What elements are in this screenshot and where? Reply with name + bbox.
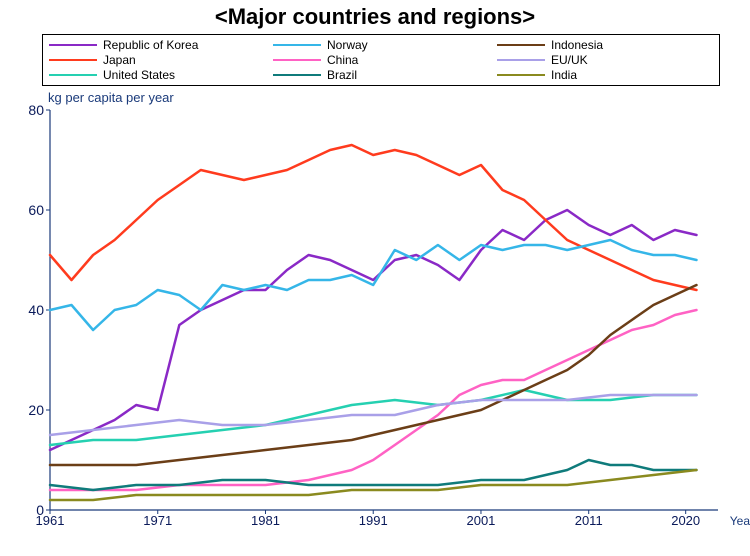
x-tick-label: 1971 [143,510,172,528]
y-tick-label: 60 [28,202,50,218]
y-tick-label: 20 [28,402,50,418]
chart-title: <Major countries and regions> [0,0,750,32]
legend-swatch [273,74,321,76]
x-tick-label: 2011 [575,510,603,528]
y-axis-label: kg per capita per year [48,90,174,105]
legend-label: Brazil [327,68,357,82]
chart-container: <Major countries and regions> Republic o… [0,0,750,556]
legend-label: United States [103,68,175,82]
x-axis-label: Year [730,514,750,528]
legend-label: Norway [327,38,368,52]
legend-swatch [497,74,545,76]
legend-label: Indonesia [551,38,603,52]
x-tick-label: 1961 [36,510,65,528]
legend-swatch [49,74,97,76]
legend-item: China [273,52,489,67]
legend-label: India [551,68,577,82]
plot-area: kg per capita per year Year 020406080196… [50,110,718,510]
legend-swatch [49,44,97,46]
legend-label: Japan [103,53,136,67]
legend-label: Republic of Korea [103,38,198,52]
series-line [50,145,697,290]
chart-svg [50,110,718,510]
series-line [50,240,697,330]
legend-item: Republic of Korea [49,37,265,52]
x-tick-label: 2001 [466,510,495,528]
x-tick-label: 1991 [359,510,388,528]
legend-label: China [327,53,358,67]
legend-item: Brazil [273,68,489,83]
legend-item: Norway [273,37,489,52]
series-line [50,390,697,445]
legend-swatch [49,59,97,61]
y-tick-label: 40 [28,302,50,318]
legend-swatch [273,59,321,61]
legend-swatch [497,44,545,46]
legend-item: Japan [49,52,265,67]
legend-item: India [497,68,713,83]
x-tick-label: 1981 [251,510,280,528]
legend-item: Indonesia [497,37,713,52]
x-tick-label: 2020 [671,510,700,528]
legend-swatch [273,44,321,46]
legend-item: United States [49,68,265,83]
legend: Republic of Korea Norway Indonesia Japan Chi… [42,34,720,86]
y-tick-label: 80 [28,102,50,118]
legend-item: EU/UK [497,52,713,67]
legend-swatch [497,59,545,61]
legend-label: EU/UK [551,53,588,67]
